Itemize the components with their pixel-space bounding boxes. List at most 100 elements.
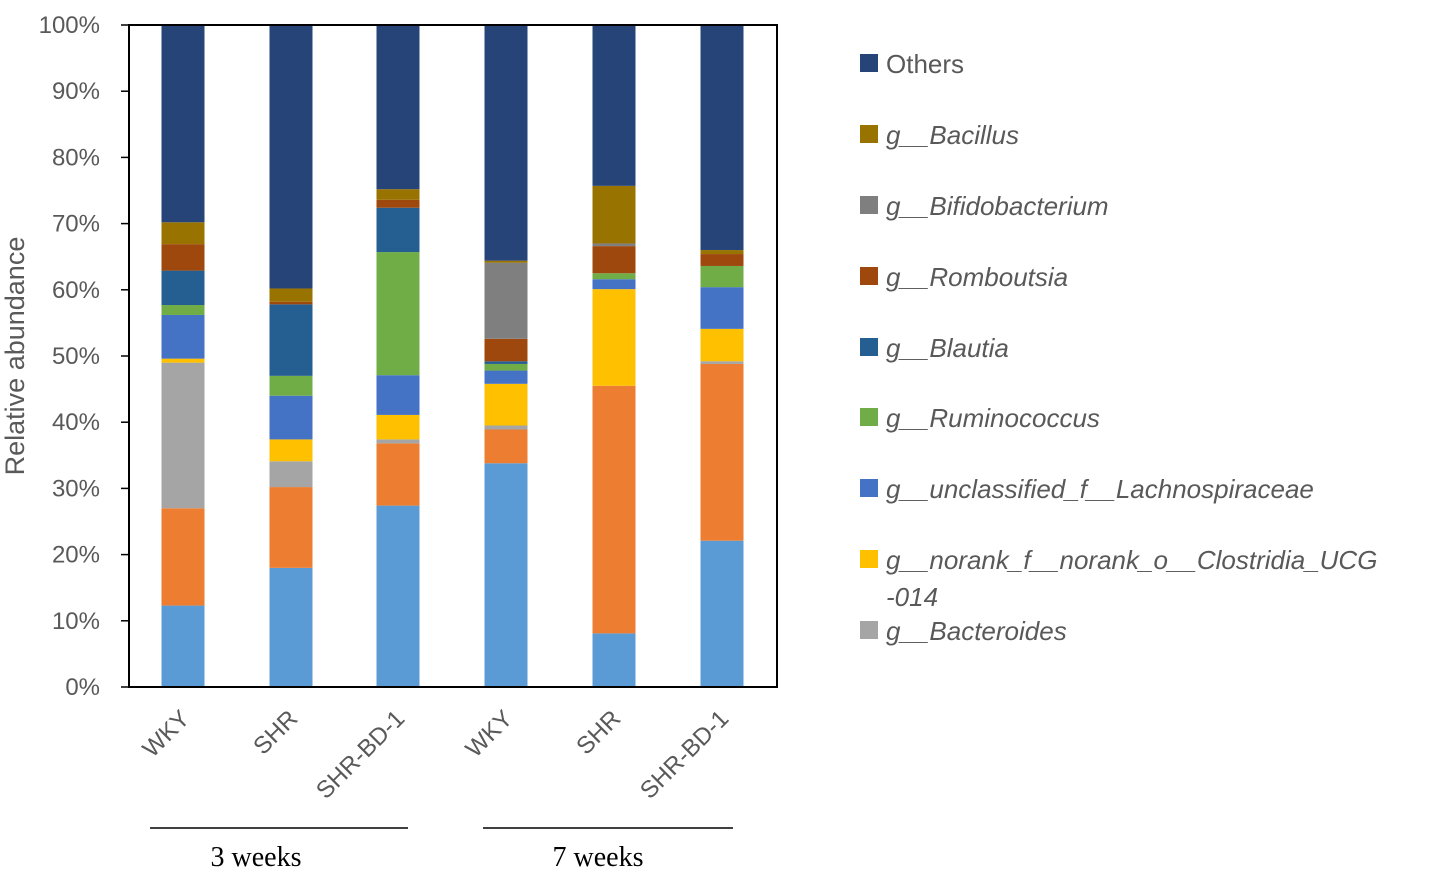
bar-segment: [700, 363, 744, 541]
y-tick-label: 10%: [52, 608, 100, 635]
bar-segment: [376, 443, 420, 506]
bar-segment: [700, 25, 744, 251]
y-tick-label: 50%: [52, 343, 100, 370]
bar-segment: [161, 358, 205, 363]
group-label-3-weeks: 3 weeks: [211, 842, 302, 873]
bar-segment: [269, 395, 313, 440]
bar-segment: [592, 279, 636, 290]
x-tick-label: WKY: [460, 705, 518, 763]
bar-segment: [161, 362, 205, 509]
y-tick-label: 90%: [52, 78, 100, 105]
legend-entry: g__Bacillus: [886, 120, 1019, 150]
legend-swatch: [860, 125, 878, 143]
legend-entry: g__unclassified_f__Lachnospiraceae: [886, 474, 1314, 504]
y-tick-label: 40%: [52, 409, 100, 436]
bar-segment: [592, 273, 636, 280]
bar-segment: [592, 185, 636, 244]
bar-segment: [484, 370, 528, 384]
bar-segment: [376, 207, 420, 253]
bar-segment: [592, 289, 636, 386]
bar-segment: [269, 461, 313, 488]
x-tick-label: SHR-BD-1: [311, 705, 410, 804]
bar-segment: [161, 508, 205, 606]
bar-segment: [592, 25, 636, 186]
y-tick-label: 20%: [52, 542, 100, 569]
bar-segment: [269, 375, 313, 396]
legend: Others g__Bacillus g__Bifidobacterium g__Ro…: [860, 49, 1377, 646]
bar-segment: [269, 304, 313, 376]
y-tick-label: 100%: [39, 12, 100, 39]
legend-swatch: [860, 479, 878, 497]
bar-segment: [161, 270, 205, 306]
bar-segment: [376, 189, 420, 200]
bar-segment: [376, 505, 420, 687]
bar-segment: [484, 429, 528, 464]
bar-segment: [592, 243, 636, 247]
bar-segment: [161, 244, 205, 271]
bar-segment: [269, 301, 313, 305]
bar-segment: [376, 25, 420, 190]
bar-segment: [484, 361, 528, 364]
legend-swatch: [860, 621, 878, 639]
bar-segment: [376, 252, 420, 376]
group-label-7-weeks: 7 weeks: [553, 842, 644, 873]
x-tick-label: SHR-BD-1: [635, 705, 734, 804]
legend-swatch: [860, 267, 878, 285]
y-axis-ticks: 0% 10% 20% 30% 40% 50% 60% 70% 80% 90% 100%: [39, 12, 129, 701]
bar-segment: [269, 25, 313, 289]
plot-frame: [128, 24, 778, 688]
bar-segment: [376, 439, 420, 444]
bar-segment: [592, 246, 636, 274]
bars: [161, 25, 744, 687]
bar-segment: [484, 25, 528, 261]
bar-segment: [484, 262, 528, 339]
bar-segment: [484, 463, 528, 687]
legend-swatch: [860, 338, 878, 356]
bar-segment: [700, 540, 744, 687]
bar-segment: [484, 260, 528, 263]
bar-segment: [700, 250, 744, 255]
x-tick-label: WKY: [137, 705, 195, 763]
bar-segment: [161, 222, 205, 245]
legend-entry: g__Blautia: [886, 333, 1009, 363]
bar-segment: [376, 199, 420, 208]
legend-swatch: [860, 550, 878, 568]
bar-segment: [700, 328, 744, 362]
bar-segment: [161, 25, 205, 223]
bar-segment: [269, 567, 313, 687]
bar-segment: [592, 385, 636, 634]
legend-entry: g__Bifidobacterium: [886, 191, 1109, 221]
y-tick-label: 0%: [65, 674, 100, 701]
bar-segment: [484, 425, 528, 430]
bar-segment: [700, 361, 744, 364]
legend-entry-continued: -014: [886, 582, 938, 612]
y-tick-label: 60%: [52, 277, 100, 304]
y-tick-label: 30%: [52, 475, 100, 502]
legend-entry: g__Bacteroides: [886, 616, 1067, 646]
legend-swatch: [860, 54, 878, 72]
legend-entry: g__norank_f__norank_o__Clostridia_UCG: [886, 545, 1377, 575]
bar-segment: [376, 414, 420, 440]
bar-segment: [161, 305, 205, 315]
x-tick-label: SHR: [571, 705, 626, 760]
bar-segment: [484, 338, 528, 362]
x-tick-label: SHR: [248, 705, 303, 760]
bar-segment: [161, 314, 205, 359]
legend-swatch: [860, 408, 878, 426]
category-labels: WKY SHR SHR-BD-1 WKY SHR SHR-BD-1: [137, 705, 734, 804]
bar-segment: [269, 439, 313, 462]
bar-segment: [269, 487, 313, 568]
bar-segment: [700, 254, 744, 266]
bar-segment: [376, 375, 420, 415]
bar-segment: [484, 383, 528, 426]
bar-segment: [484, 363, 528, 371]
bar-segment: [269, 288, 313, 302]
y-tick-label: 70%: [52, 211, 100, 238]
bar-segment: [592, 633, 636, 687]
y-axis-label: Relative abundance: [0, 237, 30, 476]
y-tick-label: 80%: [52, 144, 100, 171]
legend-swatch: [860, 196, 878, 214]
legend-entry: g__Ruminococcus: [886, 403, 1100, 433]
bar-segment: [700, 287, 744, 329]
